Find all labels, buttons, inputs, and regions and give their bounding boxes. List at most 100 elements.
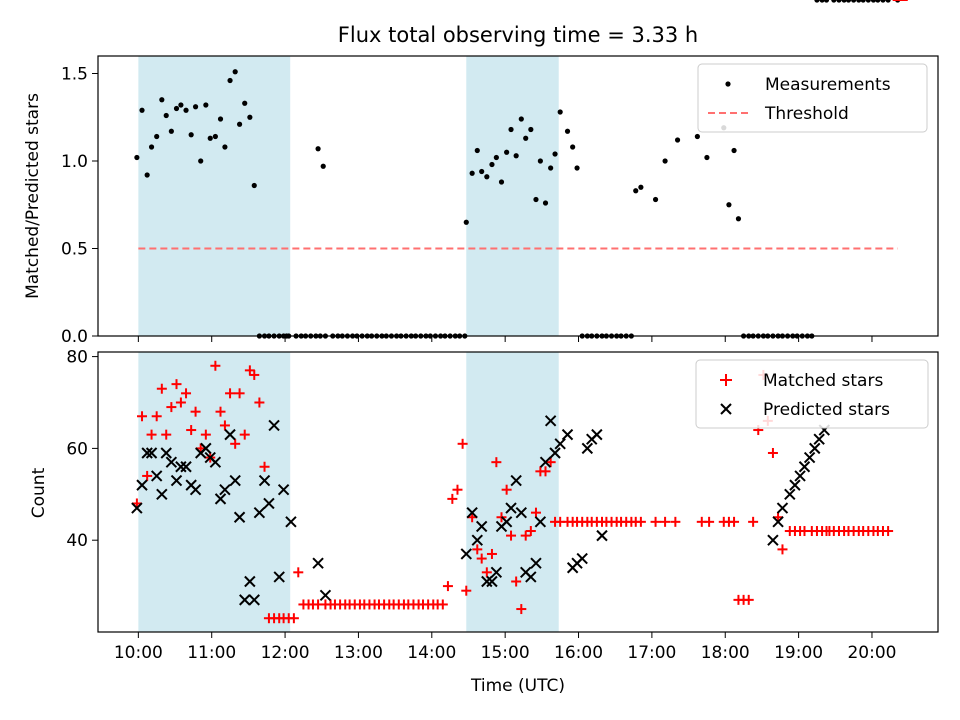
matched-point	[525, 526, 536, 537]
measurement-point	[168, 128, 174, 134]
x-tick-label: 18:00	[701, 643, 750, 663]
predicted-point-b	[510, 474, 522, 487]
legend-predicted-marker	[720, 403, 732, 415]
predicted-point	[767, 534, 779, 546]
top-y-ticks: 0.0 0.5 1.0 1.5	[61, 65, 98, 347]
y-tick-label: 1.5	[61, 65, 88, 85]
measurement-point	[652, 196, 659, 203]
measurement-point	[875, 0, 881, 3]
measurement-point	[523, 135, 529, 141]
measurement-point	[474, 147, 480, 154]
shaded-interval-0	[138, 352, 291, 632]
matched-point	[520, 530, 531, 541]
measurement-point	[217, 116, 224, 122]
matched-point	[437, 599, 448, 610]
measurement-point	[841, 0, 847, 3]
measurement-point	[469, 170, 475, 176]
predicted-point	[277, 483, 290, 496]
measurement-point	[856, 0, 862, 3]
predicted-point	[596, 529, 608, 542]
predicted-point	[549, 447, 561, 459]
matched-point	[442, 581, 453, 592]
matched-point	[660, 516, 671, 527]
predicted-point-b	[544, 415, 557, 427]
matched-point	[767, 447, 778, 458]
predicted-point-b	[312, 557, 324, 569]
predicted-point	[581, 442, 594, 455]
matched-point	[447, 493, 458, 504]
matched-point	[777, 544, 788, 555]
measurement-point	[836, 0, 842, 3]
predicted-point	[561, 428, 574, 441]
predicted-point	[471, 534, 483, 546]
predicted-point-b	[803, 451, 816, 464]
predicted-point-b	[273, 571, 285, 583]
predicted-point-b	[229, 474, 241, 487]
top-ylabel: Matched/Predicted stars	[23, 93, 43, 299]
predicted-point	[233, 511, 246, 523]
predicted-point-b	[170, 474, 183, 487]
measurement-point	[865, 0, 871, 3]
y-tick-label: 40	[66, 531, 88, 551]
predicted-point	[510, 474, 522, 487]
predicted-point-b	[175, 461, 187, 473]
matched-point	[259, 461, 270, 472]
matched-point	[461, 585, 472, 596]
predicted-point	[224, 428, 236, 441]
predicted-point	[534, 516, 547, 528]
measurement-point	[178, 102, 184, 108]
predicted-point-b	[471, 534, 483, 546]
matched-point	[501, 484, 512, 495]
measurement-point	[537, 158, 543, 164]
predicted-point	[253, 506, 266, 519]
shaded-intervals-bottom	[138, 352, 559, 632]
predicted-point	[248, 594, 260, 606]
predicted-point-b	[530, 557, 542, 569]
predicted-point-b	[160, 447, 172, 459]
matched-point	[186, 425, 197, 436]
bottom-panel: 40 60 80 10:00 11:00 12:00 13:00 14:00 15:00 16:…	[29, 0, 939, 696]
predicted-point-b	[268, 419, 280, 432]
matched-point	[491, 457, 502, 468]
measurement-point	[814, 0, 820, 3]
bottom-y-ticks: 40 60 80	[66, 348, 98, 551]
measurement-point	[870, 0, 877, 3]
matched-point	[530, 507, 541, 518]
measurement-point	[735, 216, 742, 222]
predicted-point-b	[500, 516, 513, 528]
predicted-point-b	[481, 575, 493, 588]
measurement-point	[504, 149, 510, 155]
matched-point	[190, 406, 201, 417]
bottom-x-ticks: 10:00 11:00 12:00 13:00 14:00 15:00 16:00 17:00…	[114, 632, 896, 663]
predicted-point	[229, 474, 241, 487]
predicted-point	[554, 438, 566, 450]
measurement-point	[247, 114, 253, 120]
predicted-point	[576, 552, 588, 565]
matched-point	[650, 516, 661, 527]
matched-point	[635, 516, 646, 527]
legend-threshold-label: Threshold	[764, 104, 849, 124]
predicted-point	[466, 506, 478, 519]
measurement-point	[557, 109, 563, 115]
predicted-point	[481, 575, 493, 588]
predicted-point-b	[561, 428, 574, 441]
measurement-point	[173, 105, 180, 112]
xlabel: Time (UTC)	[470, 676, 565, 696]
predicted-point	[530, 557, 542, 569]
matched-point	[748, 516, 759, 527]
matched-point	[171, 379, 182, 390]
predicted-point-b	[253, 506, 266, 519]
measurement-point	[242, 100, 248, 106]
predicted-point-b	[248, 594, 260, 606]
predicted-point	[515, 506, 528, 519]
predicted-point-b	[515, 506, 528, 519]
matched-point	[670, 516, 681, 527]
predicted-point	[273, 571, 285, 583]
predicted-point	[591, 428, 603, 441]
predicted-point-b	[156, 488, 168, 501]
measurement-point	[489, 161, 495, 168]
measurement-point	[528, 126, 534, 133]
matched-point	[146, 429, 157, 440]
predicted-point	[258, 474, 271, 487]
measurement-point	[508, 126, 514, 133]
